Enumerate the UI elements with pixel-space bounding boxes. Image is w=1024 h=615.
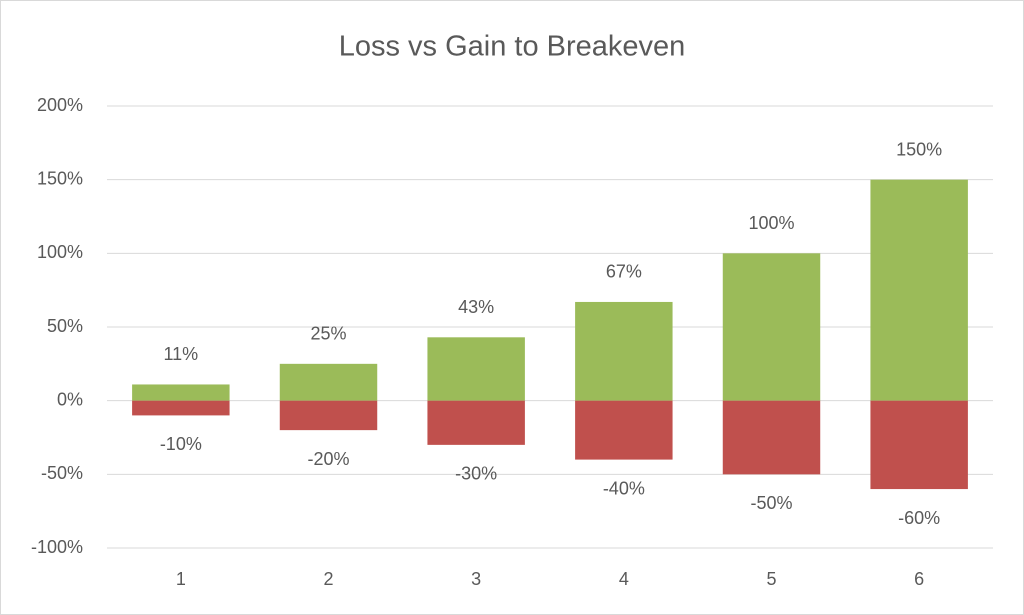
chart-title: Loss vs Gain to Breakeven <box>339 31 686 63</box>
y-tick-label: 200% <box>37 95 83 115</box>
x-tick-label: 4 <box>619 569 629 589</box>
y-tick-label: -50% <box>41 463 83 483</box>
bar <box>575 400 673 460</box>
x-tick-label: 2 <box>323 569 333 589</box>
bar <box>870 400 968 490</box>
bar <box>279 363 378 401</box>
bar <box>722 253 821 401</box>
data-label: 67% <box>606 262 642 282</box>
x-tick-label: 6 <box>914 569 924 589</box>
y-tick-label: -100% <box>31 537 83 557</box>
data-label: 150% <box>896 139 942 159</box>
data-label: -40% <box>603 478 645 498</box>
data-label: 43% <box>458 297 494 317</box>
bar <box>575 301 673 401</box>
y-tick-label: 0% <box>57 389 83 409</box>
bar <box>722 400 821 475</box>
data-label: -50% <box>750 493 792 513</box>
x-tick-label: 3 <box>471 569 481 589</box>
y-tick-label: 150% <box>37 168 83 188</box>
y-tick-label: 100% <box>37 242 83 262</box>
y-tick-label: 50% <box>47 316 83 336</box>
bar <box>132 384 230 401</box>
bar <box>427 337 525 401</box>
bar <box>279 400 378 431</box>
data-label: 25% <box>310 324 346 344</box>
data-label: -60% <box>898 508 940 528</box>
data-label: 11% <box>163 344 198 364</box>
data-label: 100% <box>748 213 794 233</box>
data-label: -30% <box>455 464 497 484</box>
x-tick-label: 1 <box>176 569 186 589</box>
bar <box>427 400 525 445</box>
data-label: -20% <box>307 449 349 469</box>
x-tick-label: 5 <box>766 569 776 589</box>
bar <box>132 400 230 416</box>
data-label: -10% <box>160 434 202 454</box>
bar <box>870 179 968 401</box>
